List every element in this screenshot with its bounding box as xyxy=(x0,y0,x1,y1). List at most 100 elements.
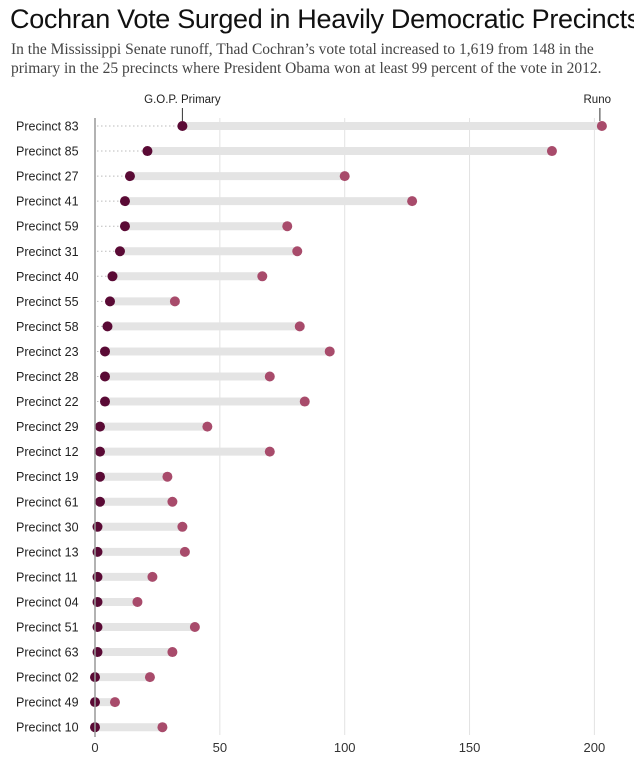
row-label: Precinct 23 xyxy=(16,345,79,359)
row-label: Precinct 13 xyxy=(16,545,79,559)
x-tick-label: 50 xyxy=(213,740,227,755)
chart-row: Precinct 27 xyxy=(16,170,350,184)
x-tick-label: 200 xyxy=(584,740,606,755)
row-label: Precinct 27 xyxy=(16,170,79,184)
chart-row: Precinct 10 xyxy=(16,721,168,735)
primary-dot xyxy=(142,146,153,157)
row-label: Precinct 83 xyxy=(16,120,79,134)
runoff-dot xyxy=(109,697,120,708)
primary-dot xyxy=(104,296,115,307)
primary-dot xyxy=(94,471,105,482)
chart-row: Precinct 83 xyxy=(16,120,607,134)
row-label: Precinct 59 xyxy=(16,220,79,234)
runoff-dot xyxy=(162,471,173,482)
row-label: Precinct 31 xyxy=(16,245,79,259)
chart-row: Precinct 55 xyxy=(16,295,180,309)
primary-dot xyxy=(119,221,130,232)
row-label: Precinct 55 xyxy=(16,295,79,309)
chart-rows: Precinct 83 Precinct 85 Precinct 27 Precinc… xyxy=(16,120,607,735)
runoff-dot xyxy=(144,672,155,683)
runoff-dot xyxy=(292,246,303,257)
primary-dot xyxy=(92,571,103,582)
chart-row: Precinct 04 xyxy=(16,595,143,609)
x-tick-label: 0 xyxy=(91,740,98,755)
row-label: Precinct 10 xyxy=(16,721,79,735)
runoff-dot xyxy=(202,421,213,432)
chart-title: Cochran Vote Surged in Heavily Democrati… xyxy=(10,4,634,34)
runoff-dot xyxy=(596,121,607,131)
x-axis: 0 50 100 150 200 xyxy=(91,118,605,755)
chart-row: Precinct 23 xyxy=(16,345,335,359)
chart-row: Precinct 13 xyxy=(16,545,190,559)
primary-dot xyxy=(92,622,103,632)
row-label: Precinct 29 xyxy=(16,420,79,434)
runoff-dot xyxy=(177,521,188,532)
primary-dot xyxy=(99,371,110,382)
chart-row: Precinct 31 xyxy=(16,245,303,259)
chart-subtitle: In the Mississippi Senate runoff, Thad C… xyxy=(11,41,602,77)
row-label: Precinct 19 xyxy=(16,470,79,484)
row-label: Precinct 28 xyxy=(16,370,79,384)
primary-dot xyxy=(99,396,110,407)
primary-dot xyxy=(94,421,105,432)
runoff-dot xyxy=(147,571,158,582)
row-label: Precinct 63 xyxy=(16,646,79,660)
primary-dot xyxy=(92,647,103,658)
chart-row: Precinct 22 xyxy=(16,395,310,409)
runoff-dot xyxy=(294,321,305,332)
runoff-dot xyxy=(167,496,178,507)
x-tick-label: 150 xyxy=(459,740,481,755)
legend-runoff-label: Runo xyxy=(584,94,612,106)
primary-dot xyxy=(124,171,135,182)
row-label: Precinct 58 xyxy=(16,320,79,334)
chart-row: Precinct 02 xyxy=(16,671,155,685)
chart-row: Precinct 30 xyxy=(16,520,188,534)
legend: G.O.P. Primary Runo xyxy=(144,94,611,121)
runoff-dot xyxy=(167,647,178,658)
chart-row: Precinct 29 xyxy=(16,420,213,434)
primary-dot xyxy=(92,596,103,607)
chart-row: Precinct 11 xyxy=(16,570,158,584)
x-tick-label: 100 xyxy=(334,740,356,755)
row-label: Precinct 61 xyxy=(16,495,79,509)
chart-row: Precinct 41 xyxy=(16,195,418,209)
runoff-dot xyxy=(299,396,310,407)
chart-row: Precinct 12 xyxy=(16,445,275,459)
row-label: Precinct 85 xyxy=(16,145,79,159)
primary-dot xyxy=(114,246,125,257)
gridlines xyxy=(219,118,595,735)
chart-row: Precinct 85 xyxy=(16,145,557,159)
runoff-dot xyxy=(264,446,275,457)
primary-dot xyxy=(94,446,105,457)
chart-row: Precinct 28 xyxy=(16,370,275,384)
runoff-dot xyxy=(546,146,557,157)
primary-dot xyxy=(102,321,113,332)
chart-row: Precinct 19 xyxy=(16,470,173,484)
runoff-dot xyxy=(169,296,180,307)
primary-dot xyxy=(119,196,130,207)
primary-dot xyxy=(99,346,110,357)
primary-dot xyxy=(177,121,188,131)
chart-row: Precinct 58 xyxy=(16,320,305,334)
chart-row: Precinct 40 xyxy=(16,270,268,284)
runoff-dot xyxy=(179,546,190,557)
legend-primary-label: G.O.P. Primary xyxy=(144,94,221,106)
row-label: Precinct 11 xyxy=(16,570,78,584)
runoff-dot xyxy=(407,196,418,207)
row-label: Precinct 04 xyxy=(16,595,79,609)
row-label: Precinct 51 xyxy=(16,621,79,635)
row-label: Precinct 41 xyxy=(16,195,79,209)
chart-row: Precinct 51 xyxy=(16,621,200,635)
runoff-dot xyxy=(257,271,268,282)
row-label: Precinct 22 xyxy=(16,395,79,409)
runoff-dot xyxy=(157,722,168,733)
runoff-dot xyxy=(189,622,200,632)
chart-row: Precinct 59 xyxy=(16,220,293,234)
row-label: Precinct 30 xyxy=(16,520,79,534)
runoff-dot xyxy=(282,221,293,232)
primary-dot xyxy=(92,521,103,532)
runoff-dot xyxy=(264,371,275,382)
runoff-dot xyxy=(132,596,143,607)
row-label: Precinct 02 xyxy=(16,671,79,685)
